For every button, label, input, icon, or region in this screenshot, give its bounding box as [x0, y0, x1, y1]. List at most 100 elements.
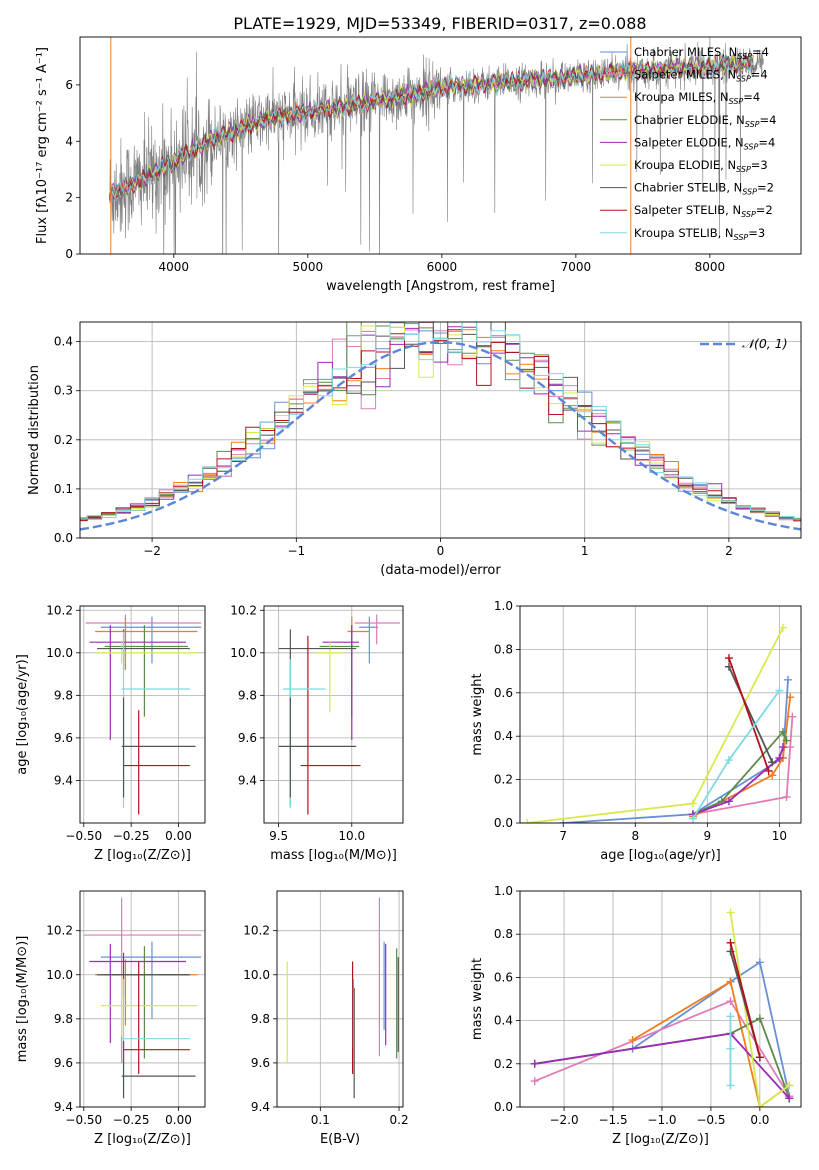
x-tick-label: 0.00	[165, 829, 192, 843]
panel-age_vs_Z: −0.50 −0.25 0.00 9.4 9.6 9.8 10.0 10.2 Z [log₁₀(…	[15, 603, 206, 863]
weight-marker	[775, 753, 784, 762]
weight-marker	[788, 712, 797, 721]
y-tick-label: 0.4	[494, 729, 513, 743]
panel-mass_weight_vs_Z: −2.0 −1.5 −1.0 −0.5 0.0 0.0 0.2 0.4 0.6 0.8 1.0 Z […	[470, 884, 802, 1147]
weight-marker	[530, 1059, 539, 1068]
y-tick-label: 0.4	[54, 335, 73, 349]
x-tick-label: 2	[725, 544, 733, 558]
plot-area	[80, 322, 801, 531]
x-tick-label: −0.50	[65, 829, 102, 843]
axes-frame	[519, 890, 802, 1108]
weight-series-line	[632, 960, 791, 1097]
y-tick-label: 0.8	[494, 642, 513, 656]
errorbar-point	[359, 616, 379, 664]
y-tick-label: 4	[65, 134, 73, 148]
plot-area	[109, 37, 764, 254]
y-axis-label: mass weight	[470, 958, 485, 1040]
x-tick-label: 10.0	[338, 829, 365, 843]
weight-marker	[778, 623, 787, 632]
x-tick-label: −0.25	[113, 829, 150, 843]
residual-histogram	[80, 322, 801, 520]
x-axis-label: age [log₁₀(age/yr)]	[600, 848, 721, 863]
weight-marker	[688, 814, 697, 823]
weight-marker	[726, 997, 735, 1006]
axes-frame	[263, 605, 404, 824]
y-tick-label: 9.6	[238, 731, 257, 745]
y-tick-label: 0.0	[54, 531, 73, 545]
grid	[80, 322, 801, 539]
weight-marker	[785, 1094, 794, 1103]
legend-label: 𝒩(0, 1)	[742, 336, 788, 351]
panel-mass_weight_vs_age: 7 8 9 10 0.0 0.2 0.4 0.6 0.8 1.0 age [log₁₀(age/yr…	[470, 599, 802, 863]
x-tick-label: −1.0	[647, 1113, 676, 1127]
legend-label: Salpeter MILES, NSSP=4	[634, 68, 768, 84]
y-tick-label: 0.2	[494, 773, 513, 787]
y-tick-label: 9.6	[54, 731, 73, 745]
x-tick-label: 0.00	[165, 1113, 192, 1127]
weight-marker	[726, 1044, 735, 1053]
y-tick-label: 0.2	[54, 433, 73, 447]
y-axis-label: mass weight	[470, 673, 485, 755]
panel-mass_vs_ebv: 0.1 0.2 9.4 9.6 9.8 10.0 10.2 E(B-V)	[243, 890, 409, 1147]
y-tick-label: 2	[65, 191, 73, 205]
errorbar-point	[121, 1040, 196, 1099]
x-tick-label: −2.0	[549, 1113, 578, 1127]
x-axis-label: (data-model)/error	[380, 563, 501, 578]
y-tick-label: 9.4	[251, 1100, 270, 1114]
y-tick-label: 10.0	[243, 968, 270, 982]
errorbar-point	[104, 625, 188, 717]
y-tick-label: 0.2	[494, 1057, 513, 1071]
y-tick-label: 9.6	[251, 1056, 270, 1070]
x-tick-label: 7000	[561, 260, 592, 274]
y-tick-label: 6	[65, 78, 73, 92]
weight-marker	[768, 771, 777, 780]
model-spectrum-line	[109, 55, 755, 200]
weight-marker	[724, 756, 733, 765]
y-tick-label: 1.0	[494, 599, 513, 613]
grid	[264, 606, 403, 823]
weight-marker	[755, 1053, 764, 1062]
x-tick-label: −0.5	[696, 1113, 725, 1127]
weight-series-line	[728, 657, 770, 772]
panel-residuals: −2 −1 0 1 2 0.0 0.1 0.2 0.3 0.4 (data-model)/error…	[27, 321, 802, 578]
y-tick-label: 10.0	[46, 646, 73, 660]
plot-area	[85, 614, 202, 815]
errorbar-point	[89, 625, 187, 741]
weight-marker	[778, 743, 787, 752]
y-tick-label: 1.0	[494, 884, 513, 898]
errorbar-point	[319, 625, 360, 717]
grid	[520, 605, 801, 824]
panel-spectrum: 4000 5000 6000 7000 8000 0 2 4 6 wavelength [Angs…	[35, 36, 802, 294]
plot-area	[530, 908, 794, 1107]
plot-area	[523, 623, 797, 823]
weight-marker	[755, 958, 764, 967]
errorbar-point	[283, 659, 326, 809]
x-tick-label: 0.0	[750, 1113, 769, 1127]
errorbar-point	[104, 946, 188, 1059]
weight-marker	[755, 1103, 764, 1107]
y-tick-label: 9.4	[54, 1100, 73, 1114]
errorbar-point	[121, 979, 190, 1099]
weight-series-line	[692, 730, 788, 816]
y-tick-label: 10.2	[46, 924, 73, 938]
weight-series-line	[527, 627, 784, 823]
plot-area	[286, 897, 399, 1099]
weight-marker	[755, 1014, 764, 1023]
errorbar-point	[123, 961, 190, 1074]
axes-frame	[276, 890, 404, 1108]
errorbar-point	[97, 642, 198, 664]
axes-frame	[519, 605, 802, 824]
axes-frame	[79, 890, 206, 1108]
x-axis-label: Z [log₁₀(Z/Z⊙)]	[94, 1132, 191, 1147]
grid	[80, 891, 205, 1108]
weight-marker	[782, 736, 791, 745]
errorbar-point	[354, 614, 401, 645]
weight-marker	[775, 686, 784, 695]
y-tick-label: 9.8	[54, 1012, 73, 1026]
weight-marker	[688, 799, 697, 808]
x-axis-label: Z [log₁₀(Z/Z⊙)]	[612, 1132, 709, 1147]
weight-marker	[724, 797, 733, 806]
y-tick-label: 10.0	[230, 646, 257, 660]
weight-marker	[768, 758, 777, 767]
weight-marker	[785, 1081, 794, 1090]
